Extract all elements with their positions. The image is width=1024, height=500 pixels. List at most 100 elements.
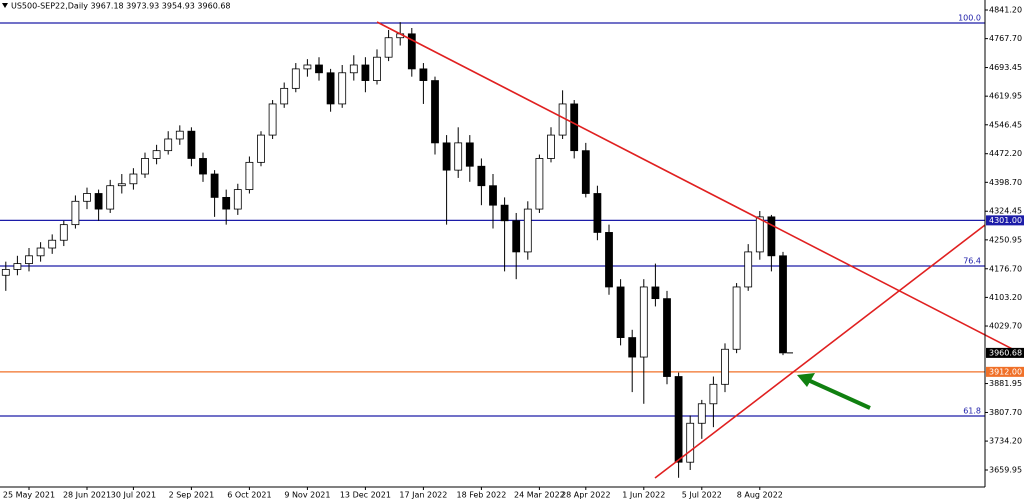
- candle-body: [164, 138, 173, 152]
- candle-body: [257, 134, 265, 163]
- price-level-label: 3912.00: [989, 367, 1022, 376]
- candle-body: [628, 337, 637, 358]
- menu-arrow[interactable]: [2, 3, 8, 8]
- candle-body: [326, 72, 335, 105]
- candle-body: [117, 183, 126, 187]
- x-tick-label: 9 Nov 2021: [284, 491, 330, 500]
- candle-body: [338, 72, 347, 105]
- x-tick-label: 2 Sep 2021: [169, 491, 215, 500]
- x-tick-label: 1 Jun 2022: [622, 491, 665, 500]
- y-tick-label: 4029.70: [989, 322, 1022, 331]
- fibo-label: 61.8: [963, 407, 981, 416]
- candle-body: [489, 185, 497, 206]
- y-tick-label: 3659.95: [989, 466, 1022, 475]
- fibo-label: 100.0: [958, 14, 981, 23]
- candle-body: [639, 286, 648, 358]
- x-tick-label: 8 Aug 2022: [737, 491, 783, 500]
- candle-body: [129, 173, 138, 185]
- x-tick-label: 13 Dec 2021: [340, 491, 391, 500]
- x-tick-label: 17 Jan 2022: [399, 491, 447, 500]
- plot-area: [0, 22, 985, 478]
- candle-body: [651, 286, 660, 300]
- price-level-label: 4301.00: [989, 216, 1022, 225]
- y-tick-label: 4324.45: [989, 207, 1022, 216]
- candle-body: [13, 263, 22, 270]
- y-tick-label: 4250.95: [989, 235, 1022, 244]
- arrow-head: [797, 373, 815, 387]
- candle-body: [605, 232, 613, 288]
- candle-body: [477, 165, 486, 187]
- y-tick-label: 4619.95: [989, 92, 1022, 101]
- candle-body: [721, 348, 729, 385]
- x-tick-label: 5 Jul 2022: [682, 491, 722, 500]
- x-tick-label: 30 Jul 2021: [111, 491, 156, 500]
- candle-body: [384, 37, 393, 58]
- candle-body: [663, 298, 671, 377]
- candle-body: [512, 220, 521, 253]
- y-tick-label: 3881.95: [989, 379, 1022, 388]
- candle-body: [268, 103, 277, 136]
- candle-body: [303, 64, 312, 70]
- x-tick-label: 18 Feb 2022: [457, 491, 507, 500]
- candle-body: [697, 403, 706, 424]
- y-tick-label: 4546.45: [989, 120, 1022, 129]
- y-tick-label: 4398.70: [989, 178, 1022, 187]
- candle-body: [152, 150, 161, 159]
- candle-body: [291, 68, 300, 89]
- y-tick-label: 4176.70: [989, 264, 1022, 273]
- candle-body: [732, 286, 741, 350]
- candle-body: [616, 286, 625, 338]
- candle-body: [280, 87, 289, 105]
- candle-body: [431, 80, 439, 144]
- candle-body: [71, 200, 80, 226]
- candle-body: [500, 204, 509, 222]
- support-trendline: [654, 224, 986, 479]
- y-tick-label: 4472.20: [989, 149, 1022, 158]
- candle-body: [222, 196, 231, 210]
- candle-body: [674, 376, 683, 463]
- candle-body: [442, 142, 451, 171]
- candle-body: [593, 193, 602, 233]
- candle-body: [407, 33, 416, 70]
- y-tick-label: 4693.45: [989, 63, 1022, 72]
- candle-body: [570, 103, 579, 152]
- candle-body: [349, 64, 358, 74]
- price-level-box: [986, 215, 1024, 226]
- y-tick-label: 4103.20: [989, 293, 1022, 302]
- candle-body: [523, 208, 532, 253]
- candle-body: [744, 251, 753, 288]
- y-tick-label: 4767.70: [989, 34, 1022, 43]
- candle-body: [454, 142, 463, 171]
- current-price-box: [986, 347, 1024, 358]
- candle-body: [187, 130, 196, 159]
- candle-body: [83, 193, 91, 202]
- candle-body: [755, 216, 764, 253]
- candle-body: [373, 56, 381, 81]
- candle-body: [1, 269, 10, 276]
- candle-body: [361, 64, 370, 81]
- y-tick-label: 3734.20: [989, 437, 1022, 446]
- candle-body: [59, 224, 68, 241]
- candle-body: [547, 134, 555, 159]
- candle-body: [36, 247, 45, 257]
- candle-body: [48, 239, 57, 249]
- chart-title: US500-SEP22,Daily 3967.18 3973.93 3954.9…: [11, 2, 231, 11]
- candle-body: [210, 173, 219, 198]
- candle-body: [106, 185, 115, 210]
- x-tick-label: 24 Mar 2022: [514, 491, 565, 500]
- candle-body: [419, 68, 428, 81]
- candle-body: [686, 422, 695, 463]
- arrow-shaft: [807, 378, 871, 410]
- y-tick-label: 4841.20: [989, 6, 1022, 15]
- x-tick-label: 25 May 2021: [3, 491, 55, 500]
- x-tick-label: 28 Apr 2022: [561, 491, 610, 500]
- current-price-label: 3960.68: [989, 348, 1022, 357]
- candle-body: [315, 64, 323, 74]
- candle-body: [199, 158, 207, 175]
- candle-body: [535, 158, 544, 210]
- fibo-label: 76.4: [963, 257, 981, 266]
- candle-body: [245, 161, 254, 191]
- candle-body: [25, 255, 33, 264]
